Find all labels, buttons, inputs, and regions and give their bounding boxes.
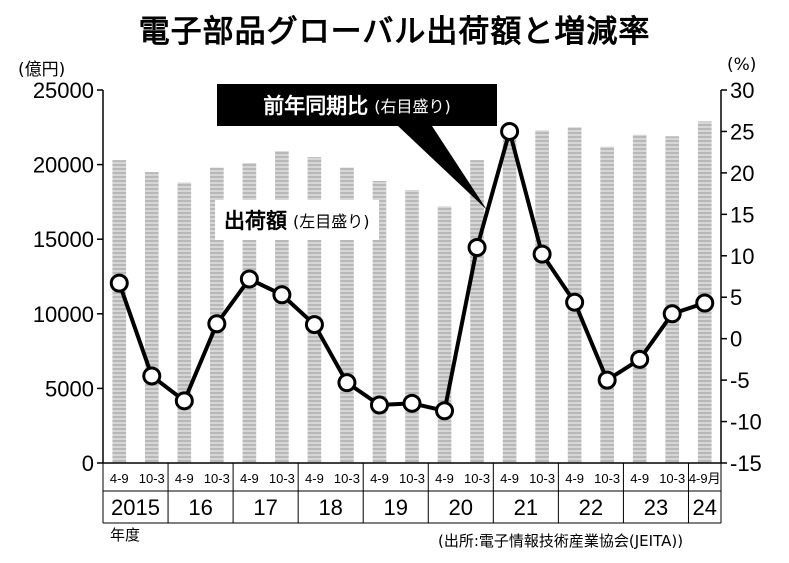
half-year-label: 4-9 <box>305 471 324 486</box>
yoy-point <box>239 269 259 289</box>
year-label: 2015 <box>111 495 160 520</box>
left-tick-label: 25000 <box>33 78 94 103</box>
right-tick-label: -10 <box>730 410 762 435</box>
year-label: 19 <box>383 495 407 520</box>
half-year-label: 10-3 <box>334 471 360 486</box>
yoy-point <box>662 304 682 324</box>
bar <box>405 189 419 464</box>
yoy-point <box>272 285 292 305</box>
half-year-label: 10-3 <box>594 471 620 486</box>
line-series-note: (右目盛り) <box>374 97 451 116</box>
bar <box>665 136 680 463</box>
half-year-label: 4-9 <box>110 471 129 486</box>
half-year-label: 10-3 <box>464 471 490 486</box>
bar <box>437 206 452 463</box>
left-tick-label: 5000 <box>45 376 94 401</box>
left-tick-label: 10000 <box>33 302 94 327</box>
bar <box>372 181 387 463</box>
half-year-label: 10-3 <box>139 471 165 486</box>
bar <box>112 160 127 463</box>
bar-series-name: 出荷額 <box>224 209 287 233</box>
line-series-label: 前年同期比 (右目盛り) <box>217 84 497 126</box>
half-year-label: 10-3 <box>269 471 295 486</box>
yoy-point <box>435 401 455 421</box>
bar <box>600 146 614 464</box>
bar <box>177 182 192 463</box>
bar <box>470 160 484 463</box>
bar <box>502 124 517 463</box>
yoy-point <box>207 314 227 334</box>
yoy-point <box>109 273 129 293</box>
right-tick-label: 30 <box>730 78 754 103</box>
yoy-point <box>565 292 585 312</box>
half-year-label: 4-9 <box>175 471 194 486</box>
yoy-point <box>337 373 357 393</box>
half-year-label: 4-9 <box>370 471 389 486</box>
year-label: 17 <box>253 495 277 520</box>
right-tick-label: 10 <box>730 244 754 269</box>
right-tick-label: 20 <box>730 161 754 186</box>
half-year-label: 4-9 <box>240 471 259 486</box>
left-tick-label: 20000 <box>33 153 94 178</box>
yoy-point <box>304 315 324 335</box>
left-tick-label: 0 <box>82 451 94 476</box>
bar <box>144 172 159 463</box>
chart-title: 電子部品グローバル出荷額と増減率 <box>138 14 651 50</box>
bar <box>697 121 712 463</box>
half-year-label: 4-9 <box>500 471 519 486</box>
left-tick-label: 15000 <box>33 227 94 252</box>
callout-pointer <box>398 126 487 210</box>
yoy-point <box>630 349 650 369</box>
fiscal-year-label: 年度 <box>110 526 141 544</box>
half-year-label: 4-9 <box>435 471 454 486</box>
right-axis-unit: (%) <box>727 55 757 75</box>
bar <box>275 151 289 463</box>
year-label: 24 <box>692 495 716 520</box>
year-label: 22 <box>579 495 603 520</box>
right-tick-label: 5 <box>730 285 742 310</box>
yoy-point <box>369 395 389 415</box>
yoy-point <box>402 393 422 413</box>
right-tick-label: 0 <box>730 327 742 352</box>
half-year-label: 4-9 <box>565 471 584 486</box>
half-year-label: 10-3 <box>659 471 685 486</box>
bar-series-note: (左目盛り) <box>293 212 370 231</box>
yoy-point <box>695 293 715 313</box>
yoy-point <box>532 244 552 264</box>
yoy-point <box>174 391 194 411</box>
left-axis-unit: (億円) <box>18 60 66 80</box>
bar-series-label: 出荷額 (左目盛り) <box>215 200 379 240</box>
half-year-label: 4-9 <box>630 471 649 486</box>
half-year-label: 10-3 <box>204 471 230 486</box>
yoy-point <box>467 237 487 257</box>
half-year-label: 10-3 <box>399 471 425 486</box>
line-series-name: 前年同期比 <box>263 94 369 118</box>
bar <box>535 130 549 463</box>
year-label: 16 <box>188 495 212 520</box>
right-tick-label: -5 <box>730 368 750 393</box>
bar <box>632 134 647 463</box>
yoy-point <box>597 370 617 390</box>
year-label: 21 <box>514 495 538 520</box>
year-label: 20 <box>449 495 473 520</box>
right-tick-label: -15 <box>730 451 762 476</box>
source-note: (出所:電子情報技術産業協会(JEITA)) <box>438 532 684 550</box>
year-label: 23 <box>644 495 668 520</box>
yoy-point <box>500 121 520 141</box>
half-year-label: 10-3 <box>529 471 555 486</box>
year-label: 18 <box>318 495 342 520</box>
right-tick-label: 25 <box>730 119 754 144</box>
right-tick-label: 15 <box>730 202 754 227</box>
yoy-point <box>142 366 162 386</box>
half-year-label: 4-9月 <box>689 471 721 486</box>
